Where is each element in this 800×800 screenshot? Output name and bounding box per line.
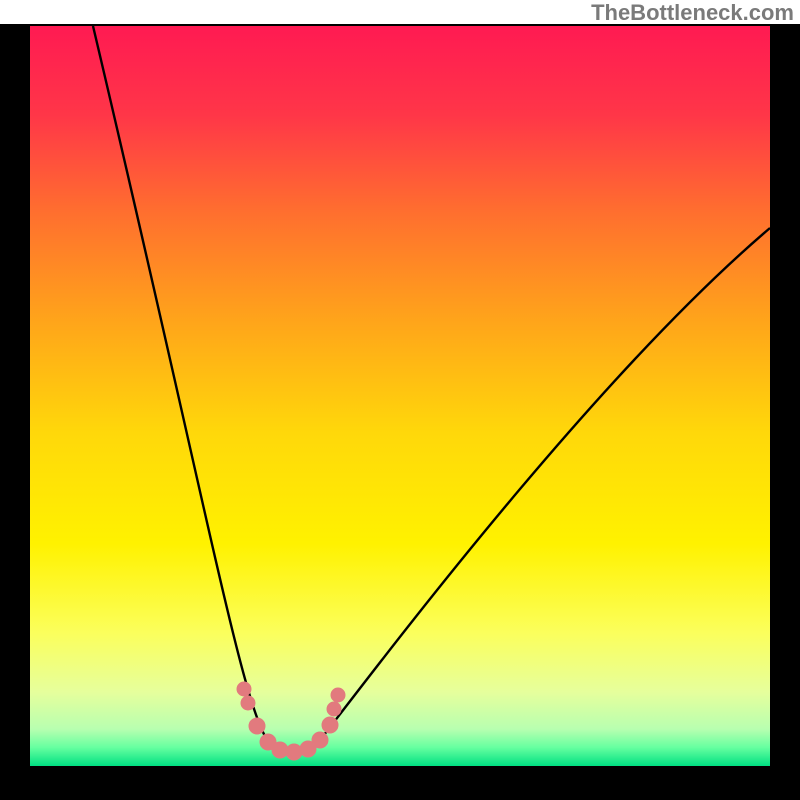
watermark-text: TheBottleneck.com <box>591 0 794 26</box>
data-dot <box>312 732 328 748</box>
data-dot <box>322 717 338 733</box>
gradient-background <box>30 26 770 766</box>
data-dot <box>241 696 255 710</box>
data-dot <box>327 702 341 716</box>
data-dot <box>286 744 302 760</box>
chart-svg <box>0 0 800 800</box>
data-dot <box>237 682 251 696</box>
data-dot <box>331 688 345 702</box>
data-dot <box>249 718 265 734</box>
data-dot <box>272 742 288 758</box>
